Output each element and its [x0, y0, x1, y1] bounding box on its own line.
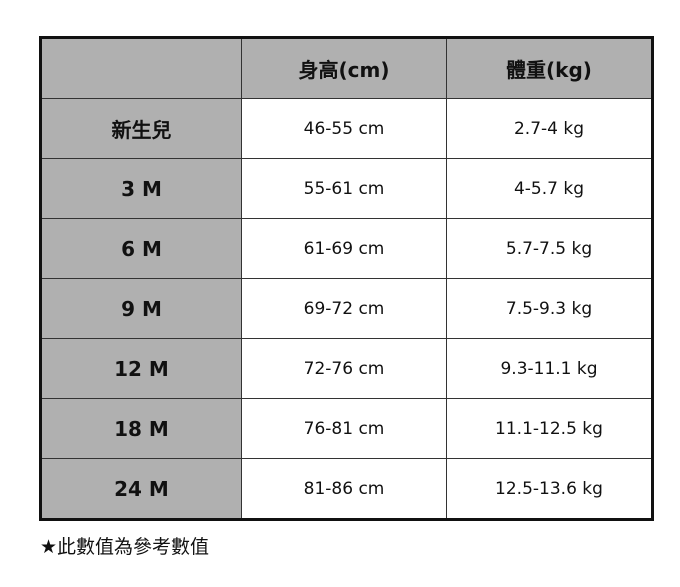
- row-label: 6 M: [40, 218, 242, 279]
- weight-cell: 5.7-7.5 kg: [446, 218, 653, 279]
- row-label: 9 M: [40, 278, 242, 339]
- table-row: 6 M 61-69 cm 5.7-7.5 kg: [40, 218, 653, 279]
- height-cell: 55-61 cm: [241, 158, 447, 219]
- weight-cell: 4-5.7 kg: [446, 158, 653, 219]
- row-label: 新生兒: [40, 98, 242, 159]
- size-chart-table: 身高(cm) 體重(kg) 新生兒 46-55 cm 2.7-4 kg 3 M 55-6…: [39, 36, 654, 521]
- header-row: 身高(cm) 體重(kg): [40, 37, 653, 99]
- footnote-text: 此數值為參考數值: [57, 536, 210, 558]
- height-cell: 61-69 cm: [241, 218, 447, 279]
- footnote: ★此數值為參考數值: [40, 532, 209, 559]
- table-row: 24 M 81-86 cm 12.5-13.6 kg: [40, 458, 653, 520]
- height-cell: 46-55 cm: [241, 98, 447, 159]
- header-weight: 體重(kg): [446, 37, 653, 99]
- height-cell: 72-76 cm: [241, 338, 447, 399]
- height-cell: 76-81 cm: [241, 398, 447, 459]
- table-row: 新生兒 46-55 cm 2.7-4 kg: [40, 98, 653, 159]
- row-label: 18 M: [40, 398, 242, 459]
- weight-cell: 9.3-11.1 kg: [446, 338, 653, 399]
- weight-cell: 2.7-4 kg: [446, 98, 653, 159]
- row-label: 12 M: [40, 338, 242, 399]
- table-row: 18 M 76-81 cm 11.1-12.5 kg: [40, 398, 653, 459]
- height-cell: 69-72 cm: [241, 278, 447, 339]
- weight-cell: 12.5-13.6 kg: [446, 458, 653, 520]
- table-row: 9 M 69-72 cm 7.5-9.3 kg: [40, 278, 653, 339]
- header-height: 身高(cm): [241, 37, 447, 99]
- row-label: 3 M: [40, 158, 242, 219]
- table-row: 12 M 72-76 cm 9.3-11.1 kg: [40, 338, 653, 399]
- weight-cell: 7.5-9.3 kg: [446, 278, 653, 339]
- header-corner: [40, 37, 242, 99]
- height-cell: 81-86 cm: [241, 458, 447, 520]
- table-row: 3 M 55-61 cm 4-5.7 kg: [40, 158, 653, 219]
- star-icon: ★: [40, 536, 58, 558]
- row-label: 24 M: [40, 458, 242, 520]
- weight-cell: 11.1-12.5 kg: [446, 398, 653, 459]
